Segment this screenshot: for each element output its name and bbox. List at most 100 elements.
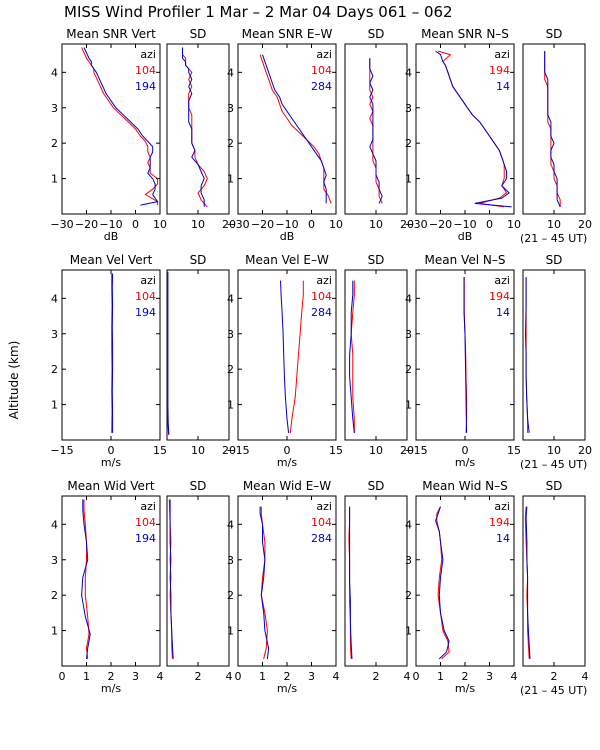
series-line-194 [81,499,91,659]
x-tick-label: 2 [195,670,202,683]
panel-7: SD 10 20 [166,253,236,457]
series-line-1 [182,47,205,207]
legend-entry: 284 [311,306,332,319]
legend-entry: 194 [135,532,156,545]
x-tick-label: 2 [373,670,380,683]
y-tick-label: 4 [227,518,234,531]
x-tick-label: 2 [284,670,291,683]
series-line-104 [289,280,304,433]
series-line-14 [463,277,468,433]
y-tick-label: 1 [405,399,412,412]
legend-entry: 104 [311,516,332,529]
panel-frame [522,269,586,441]
series-line-1 [544,51,561,208]
x-tick-label: 2 [462,670,469,683]
x-tick-label: 0 [308,218,315,231]
panel-frame [166,269,230,441]
series-line-194 [83,47,159,206]
series-line-1 [524,277,530,433]
series-line-104 [83,499,90,659]
legend-header: azi [316,274,332,287]
panel-12: Mean Wid Vert 0 1 2 3 4 1 2 3 4 m/s azi 104 194 [51,479,164,695]
x-tick-label: 20 [222,444,236,457]
panel-title: Mean Vel N–S [425,253,506,267]
y-tick-label: 3 [405,328,412,341]
figure-title: MISS Wind Profiler 1 Mar – 2 Mar 04 Days… [64,3,453,21]
legend-entry: 104 [311,290,332,303]
panel-frame [522,43,586,215]
panel-title: SD [190,479,207,493]
x-tick-label: 10 [191,444,205,457]
x-tick-label: 0 [235,670,242,683]
series-line-194 [436,506,450,660]
series-line-1 [349,506,353,659]
y-tick-label: 2 [51,589,58,602]
series-line-14 [435,506,450,660]
legend-entry: 194 [489,290,510,303]
legend-entry: 194 [135,306,156,319]
x-axis-label: m/s [455,682,475,695]
x-tick-label: 4 [333,670,340,683]
legend-header: azi [316,48,332,61]
series-line-284 [262,54,327,204]
y-tick-label: 3 [51,554,58,567]
y-tick-label: 2 [227,137,234,150]
x-tick-label: −10 [275,218,298,231]
panel-title: SD [190,27,207,41]
y-tick-label: 4 [405,292,412,305]
y-tick-label: 1 [227,625,234,638]
x-tick-label: 4 [511,670,518,683]
legend-entry: 284 [311,80,332,93]
x-tick-label: 20 [400,218,414,231]
x-tick-label: −20 [75,218,98,231]
legend-entry: 194 [489,516,510,529]
series-line-284 [280,280,290,433]
x-axis-label: m/s [455,456,475,469]
x-tick-label: −20 [429,218,452,231]
panel-title: Mean SNR N–S [421,27,509,41]
x-axis-label: m/s [277,456,297,469]
x-tick-label: 10 [329,218,343,231]
y-tick-label: 2 [227,363,234,376]
x-tick-label: 0 [108,444,115,457]
panel-title: SD [190,253,207,267]
panel-10: Mean Vel N–S −15 0 15 1 2 3 4 m/s azi 194 14 [404,253,521,469]
x-tick-label: 10 [369,444,383,457]
y-tick-label: 1 [51,399,58,412]
panel-frame [166,43,230,215]
series-line-1 [169,499,174,659]
y-tick-label: 1 [227,173,234,186]
ut-note-row-2: (21 – 45 UT) [520,458,587,471]
panel-17: SD 2 4 [522,479,589,683]
y-tick-label: 4 [227,66,234,79]
series-line-284 [259,506,270,659]
x-axis-label: dB [280,230,295,243]
panel-frame [344,495,408,667]
legend-entry: 104 [135,290,156,303]
x-tick-label: 0 [413,670,420,683]
x-tick-label: 4 [404,670,411,683]
x-tick-label: 0 [132,218,139,231]
x-tick-label: −10 [453,218,476,231]
ut-note-row-1: (21 – 45 UT) [520,232,587,245]
legend-entry: 194 [489,64,510,77]
y-tick-label: 3 [227,328,234,341]
series-line-14 [435,50,512,208]
ut-note-row-3: (21 – 45 UT) [520,684,587,697]
panel-5: SD 10 20 [522,27,592,231]
panel-3: SD 10 20 [344,27,414,231]
panel-9: SD 10 20 [344,253,414,457]
series-line-1 [369,58,383,204]
y-tick-label: 3 [51,102,58,115]
x-tick-label: 3 [486,670,493,683]
x-axis-label: m/s [101,456,121,469]
panel-16: Mean Wid N–S 0 1 2 3 4 1 2 3 4 m/s azi 194 14 [405,479,518,695]
legend-entry: 104 [311,64,332,77]
panel-0: Mean SNR Vert −30 −20 −10 0 10 1 2 3 4 dB azi 104 194 [50,27,167,243]
x-axis-label: dB [104,230,119,243]
x-tick-label: 10 [547,444,561,457]
panel-1: SD 10 20 [166,27,236,231]
x-tick-label: 3 [308,670,315,683]
panel-title: Mean Vel Vert [70,253,153,267]
y-tick-label: 3 [405,554,412,567]
